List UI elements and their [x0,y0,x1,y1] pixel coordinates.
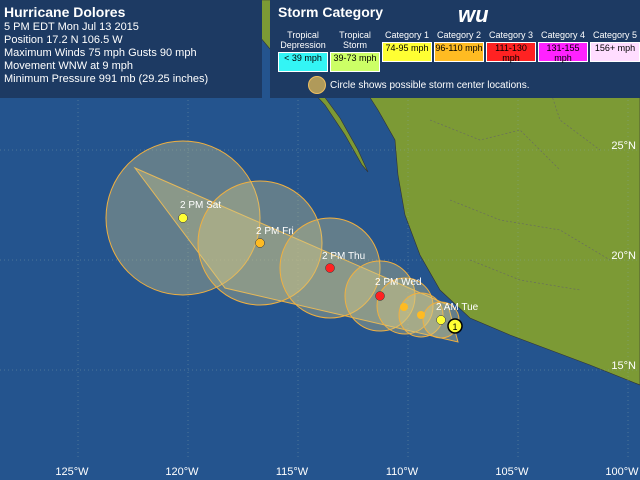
category-name: Tropical Storm [339,30,371,50]
longitude-label: 115°W [276,466,309,478]
current-category: 1 [452,322,457,332]
category-range: < 39 mph [278,52,328,72]
circle-symbol [308,76,326,94]
storm-icon [178,213,188,223]
info-line: Movement WNW at 9 mph [4,60,133,72]
category: Category 3 111-130 mph [486,30,536,72]
current-storm [447,318,463,334]
longitude-label: 125°W [55,466,89,478]
longitude-label: 100°W [605,466,639,478]
category-range: 131-155 mph [538,42,588,63]
forecast-label: 2 PM Sat [180,200,221,211]
longitude-label: 105°W [495,466,529,478]
info-line: Maximum Winds 75 mph Gusts 90 mph [4,47,197,59]
latitude-label: 25°N [611,140,636,152]
category-range: 111-130 mph [486,42,536,63]
category: Category 2 96-110 mph [434,30,484,72]
forecast-dot [400,303,408,311]
storm-info: Hurricane Dolores 5 PM EDT Mon Jul 13 20… [0,0,262,98]
storm-icon [325,263,335,273]
category-name: Category 4 [540,30,586,40]
forecast-label: 2 PM Wed [375,277,422,288]
category-range: 39-73 mph [330,52,380,72]
category: Tropical Depression < 39 mph [278,30,328,72]
legend-title: Storm Category [278,4,384,20]
category: Category 4 131-155 mph [538,30,588,72]
info-line: 5 PM EDT Mon Jul 13 2015 [4,21,139,33]
latitude-label: 20°N [611,250,636,262]
latitude-label: 15°N [611,360,636,372]
forecast-label: 2 PM Fri [256,226,294,237]
category: Category 1 74-95 mph [382,30,432,72]
legend: Storm Category wu Tropical Depression < 3… [270,0,640,98]
forecast-label: 2 PM Thu [322,251,365,262]
category-name: Category 5 [592,30,638,40]
category-name: Category 1 [384,30,430,40]
storm-title: Hurricane Dolores [4,4,126,20]
longitude-label: 120°W [165,466,199,478]
forecast-dot [417,311,425,319]
category: Tropical Storm 39-73 mph [330,30,380,72]
category-range: 96-110 mph [434,42,484,62]
legend-note: Circle shows possible storm center locat… [330,80,530,91]
storm-icon [255,238,265,248]
category-name: Category 3 [488,30,534,40]
storm-icon [375,291,385,301]
storm-icon [436,315,446,325]
info-line: Position 17.2 N 106.5 W [4,34,123,46]
category-name: Category 2 [436,30,482,40]
category: Category 5 156+ mph [590,30,640,72]
longitude-label: 110°W [386,466,419,478]
category-range: 74-95 mph [382,42,432,62]
category-name: Tropical Depression [280,30,326,50]
info-line: Minimum Pressure 991 mb (29.25 inches) [4,73,209,85]
logo: wu [458,2,489,27]
forecast-label: 2 AM Tue [436,302,479,313]
category-range: 156+ mph [590,42,640,62]
